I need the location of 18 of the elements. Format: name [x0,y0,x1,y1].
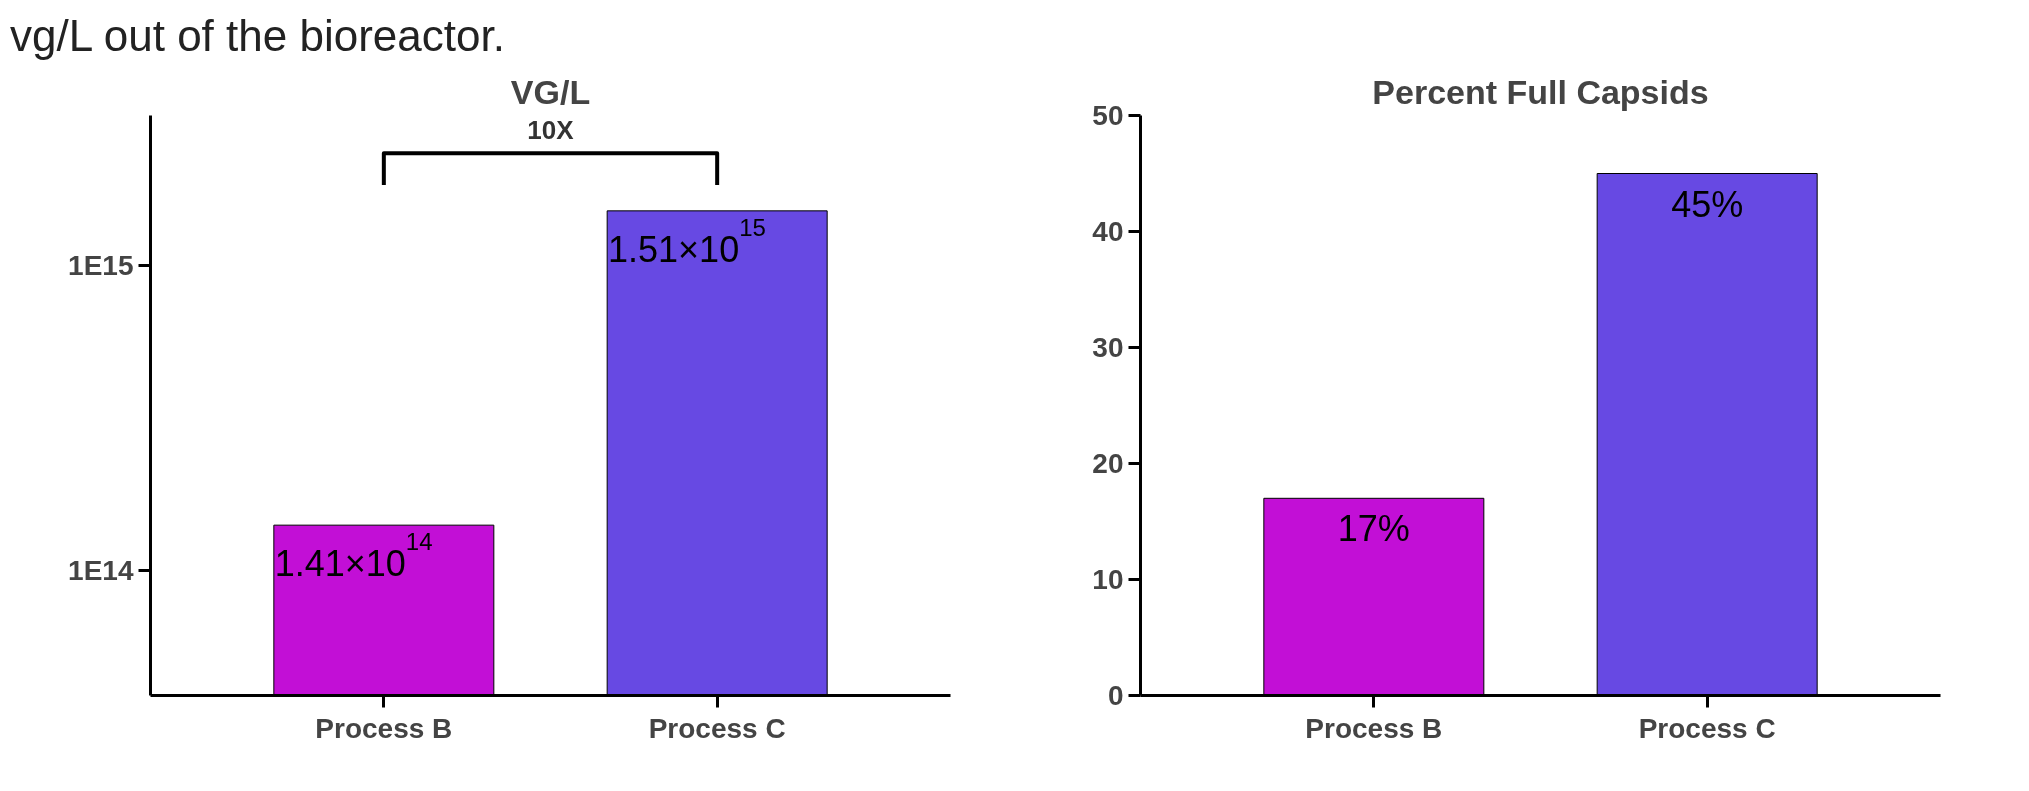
x-tick-label: Process C [1638,712,1776,744]
annotation: 10X [527,115,575,146]
text: vg/L out of the bioreactor. [10,10,505,62]
y-tick-label: 30 [1092,332,1124,363]
y-tick-label: 1E14 [68,555,134,587]
x-tick-label: Process B [315,712,453,744]
y-tick-label: 0 [1107,680,1124,711]
y-tick-label: 40 [1092,216,1124,247]
y-tick-label: 50 [1092,100,1124,131]
y-tick-label: 1E15 [68,249,134,281]
x-tick-label: Process C [648,712,786,744]
chart-title: Percent Full Capsids [1372,72,1709,111]
y-tick-label: 20 [1092,448,1124,479]
data-label: 45% [1671,183,1744,225]
data-label: 17% [1337,508,1410,550]
chart-title: VG/L [510,72,591,111]
x-tick-label: Process B [1305,712,1443,744]
y-tick-label: 10 [1092,564,1124,595]
